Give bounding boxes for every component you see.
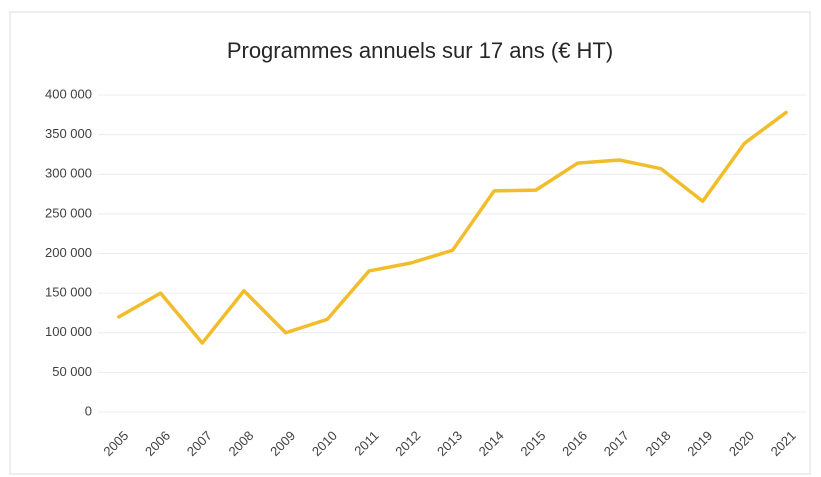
y-tick-label: 250 000 — [45, 205, 92, 220]
chart-title: Programmes annuels sur 17 ans (€ HT) — [227, 38, 613, 63]
y-tick-label: 200 000 — [45, 245, 92, 260]
chart-frame — [9, 11, 811, 475]
data-line — [117, 110, 788, 345]
y-tick-label: 300 000 — [45, 166, 92, 181]
y-tick-label: 100 000 — [45, 324, 92, 339]
y-tick-label: 50 000 — [52, 364, 92, 379]
y-tick-label: 150 000 — [45, 285, 92, 300]
y-tick-label: 350 000 — [45, 126, 92, 141]
y-tick-label: 0 — [85, 403, 92, 418]
y-tick-label: 400 000 — [45, 86, 92, 101]
